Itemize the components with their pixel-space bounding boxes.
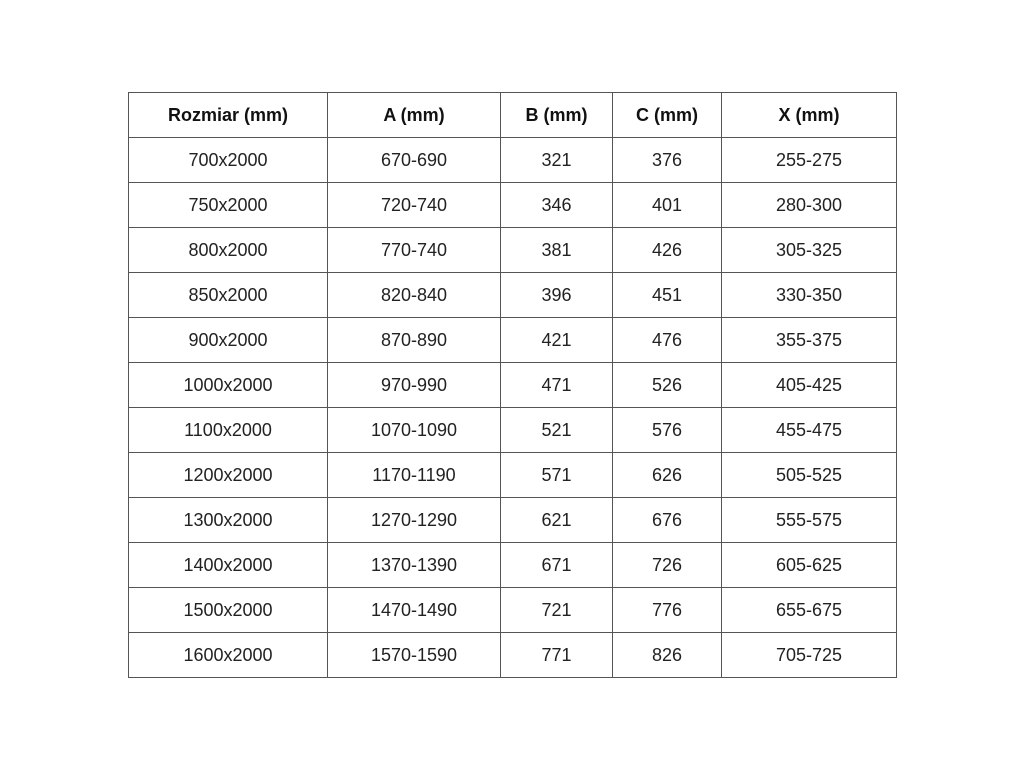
table-row: 800x2000 770-740 381 426 305-325	[128, 227, 897, 273]
cell-c: 726	[612, 542, 722, 588]
table-row: 900x2000 870-890 421 476 355-375	[128, 317, 897, 363]
cell-b: 771	[500, 632, 613, 678]
header-a: A (mm)	[327, 92, 501, 138]
cell-x: 255-275	[721, 137, 897, 183]
cell-x: 280-300	[721, 182, 897, 228]
header-row: Rozmiar (mm) A (mm) B (mm) C (mm) X (mm)	[128, 92, 897, 138]
cell-x: 605-625	[721, 542, 897, 588]
cell-x: 305-325	[721, 227, 897, 273]
cell-b: 471	[500, 362, 613, 408]
cell-c: 451	[612, 272, 722, 318]
cell-x: 455-475	[721, 407, 897, 453]
cell-c: 676	[612, 497, 722, 543]
cell-c: 576	[612, 407, 722, 453]
table-row: 1300x2000 1270-1290 621 676 555-575	[128, 497, 897, 543]
cell-a: 1270-1290	[327, 497, 501, 543]
table-row: 1200x2000 1170-1190 571 626 505-525	[128, 452, 897, 498]
cell-x: 655-675	[721, 587, 897, 633]
cell-c: 776	[612, 587, 722, 633]
cell-size: 1300x2000	[128, 497, 328, 543]
cell-a: 1070-1090	[327, 407, 501, 453]
cell-c: 376	[612, 137, 722, 183]
cell-a: 870-890	[327, 317, 501, 363]
cell-a: 1470-1490	[327, 587, 501, 633]
cell-c: 526	[612, 362, 722, 408]
dimensions-table: Rozmiar (mm) A (mm) B (mm) C (mm) X (mm)…	[128, 92, 897, 678]
table-row: 1400x2000 1370-1390 671 726 605-625	[128, 542, 897, 588]
cell-c: 401	[612, 182, 722, 228]
cell-c: 426	[612, 227, 722, 273]
cell-size: 1200x2000	[128, 452, 328, 498]
cell-size: 1400x2000	[128, 542, 328, 588]
cell-b: 721	[500, 587, 613, 633]
cell-b: 346	[500, 182, 613, 228]
table-row: 1500x2000 1470-1490 721 776 655-675	[128, 587, 897, 633]
cell-x: 355-375	[721, 317, 897, 363]
cell-b: 571	[500, 452, 613, 498]
cell-a: 770-740	[327, 227, 501, 273]
table-row: 1000x2000 970-990 471 526 405-425	[128, 362, 897, 408]
cell-size: 1100x2000	[128, 407, 328, 453]
cell-size: 1000x2000	[128, 362, 328, 408]
cell-size: 800x2000	[128, 227, 328, 273]
cell-c: 626	[612, 452, 722, 498]
cell-size: 700x2000	[128, 137, 328, 183]
cell-x: 405-425	[721, 362, 897, 408]
cell-b: 421	[500, 317, 613, 363]
cell-x: 555-575	[721, 497, 897, 543]
cell-x: 505-525	[721, 452, 897, 498]
table-row: 1100x2000 1070-1090 521 576 455-475	[128, 407, 897, 453]
cell-b: 381	[500, 227, 613, 273]
header-c: C (mm)	[612, 92, 722, 138]
cell-a: 1370-1390	[327, 542, 501, 588]
cell-c: 476	[612, 317, 722, 363]
cell-a: 970-990	[327, 362, 501, 408]
header-b: B (mm)	[500, 92, 613, 138]
cell-a: 1570-1590	[327, 632, 501, 678]
table-row: 700x2000 670-690 321 376 255-275	[128, 137, 897, 183]
cell-size: 900x2000	[128, 317, 328, 363]
cell-b: 321	[500, 137, 613, 183]
cell-b: 521	[500, 407, 613, 453]
header-size: Rozmiar (mm)	[128, 92, 328, 138]
cell-size: 1600x2000	[128, 632, 328, 678]
cell-x: 705-725	[721, 632, 897, 678]
cell-a: 1170-1190	[327, 452, 501, 498]
table-row: 850x2000 820-840 396 451 330-350	[128, 272, 897, 318]
cell-a: 720-740	[327, 182, 501, 228]
cell-size: 1500x2000	[128, 587, 328, 633]
cell-size: 850x2000	[128, 272, 328, 318]
cell-c: 826	[612, 632, 722, 678]
table-row: 750x2000 720-740 346 401 280-300	[128, 182, 897, 228]
cell-b: 671	[500, 542, 613, 588]
cell-a: 670-690	[327, 137, 501, 183]
cell-b: 396	[500, 272, 613, 318]
cell-a: 820-840	[327, 272, 501, 318]
table-row: 1600x2000 1570-1590 771 826 705-725	[128, 632, 897, 678]
cell-size: 750x2000	[128, 182, 328, 228]
cell-x: 330-350	[721, 272, 897, 318]
cell-b: 621	[500, 497, 613, 543]
header-x: X (mm)	[721, 92, 897, 138]
